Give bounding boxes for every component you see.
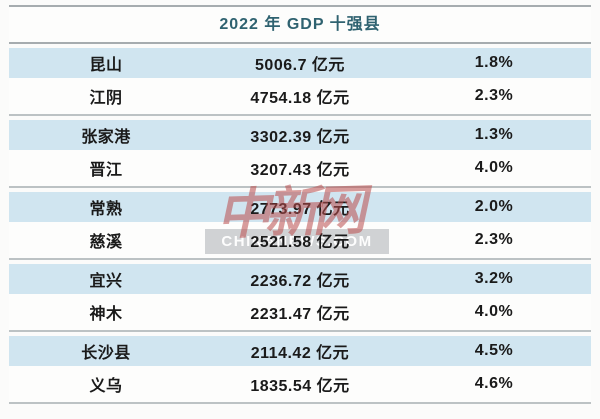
city-cell: 昆山 (89, 57, 123, 74)
table-row: 义乌 1835.54 亿元 4.6% (9, 366, 591, 402)
table-row: 长沙县 2114.42 亿元 4.5% (9, 336, 591, 366)
table-row: 慈溪 2521.58 亿元 2.3% (9, 222, 591, 258)
gdp-cell: 3207.43 亿元 (250, 162, 350, 179)
table-row: 常熟 2773.97 亿元 2.0% (9, 192, 591, 222)
city-cell: 慈溪 (89, 234, 123, 251)
table-row-group: 宜兴 2236.72 亿元 3.2% 神木 2231.47 亿元 4.0% (9, 260, 591, 332)
growth-cell: 2.0% (474, 198, 514, 215)
gdp-cell: 5006.7 亿元 (255, 57, 345, 74)
city-cell: 晋江 (89, 162, 123, 179)
table-row-group: 长沙县 2114.42 亿元 4.5% 义乌 1835.54 亿元 4.6% (9, 332, 591, 404)
table-row-group: 昆山 5006.7 亿元 1.8% 江阴 4754.18 亿元 2.3% (9, 44, 591, 116)
table-row: 昆山 5006.7 亿元 1.8% (9, 48, 591, 78)
table-row: 晋江 3207.43 亿元 4.0% (9, 150, 591, 186)
growth-cell: 3.2% (474, 270, 514, 287)
city-cell: 宜兴 (89, 273, 123, 290)
gdp-cell: 2231.47 亿元 (250, 306, 350, 323)
table-row-group: 常熟 2773.97 亿元 2.0% 慈溪 2521.58 亿元 2.3% (9, 188, 591, 260)
gdp-cell: 4754.18 亿元 (250, 90, 350, 107)
city-cell: 常熟 (89, 201, 123, 218)
growth-cell: 1.8% (474, 54, 514, 71)
gdp-cell: 2114.42 亿元 (250, 345, 350, 362)
table-row: 宜兴 2236.72 亿元 3.2% (9, 264, 591, 294)
growth-cell: 1.3% (474, 126, 514, 143)
gdp-cell: 2521.58 亿元 (250, 234, 350, 251)
growth-cell: 4.0% (474, 303, 514, 320)
city-cell: 长沙县 (81, 345, 131, 362)
growth-cell: 2.3% (474, 87, 514, 104)
table-row-group: 张家港 3302.39 亿元 1.3% 晋江 3207.43 亿元 4.0% (9, 116, 591, 188)
growth-cell: 2.3% (474, 231, 514, 248)
gdp-top10-table: 2022 年 GDP 十强县 昆山 5006.7 亿元 1.8% 江阴 4754… (9, 5, 591, 404)
table-row: 江阴 4754.18 亿元 2.3% (9, 78, 591, 114)
gdp-cell: 1835.54 亿元 (250, 378, 350, 395)
growth-cell: 4.0% (474, 159, 514, 176)
table-title: 2022 年 GDP 十强县 (9, 5, 591, 44)
growth-cell: 4.5% (474, 342, 514, 359)
city-cell: 张家港 (81, 129, 131, 146)
gdp-cell: 3302.39 亿元 (250, 129, 350, 146)
growth-cell: 4.6% (474, 375, 514, 392)
gdp-cell: 2773.97 亿元 (250, 201, 350, 218)
city-cell: 义乌 (89, 378, 123, 395)
city-cell: 江阴 (89, 90, 123, 107)
table-row: 神木 2231.47 亿元 4.0% (9, 294, 591, 330)
gdp-cell: 2236.72 亿元 (250, 273, 350, 290)
table-row: 张家港 3302.39 亿元 1.3% (9, 120, 591, 150)
city-cell: 神木 (89, 306, 123, 323)
